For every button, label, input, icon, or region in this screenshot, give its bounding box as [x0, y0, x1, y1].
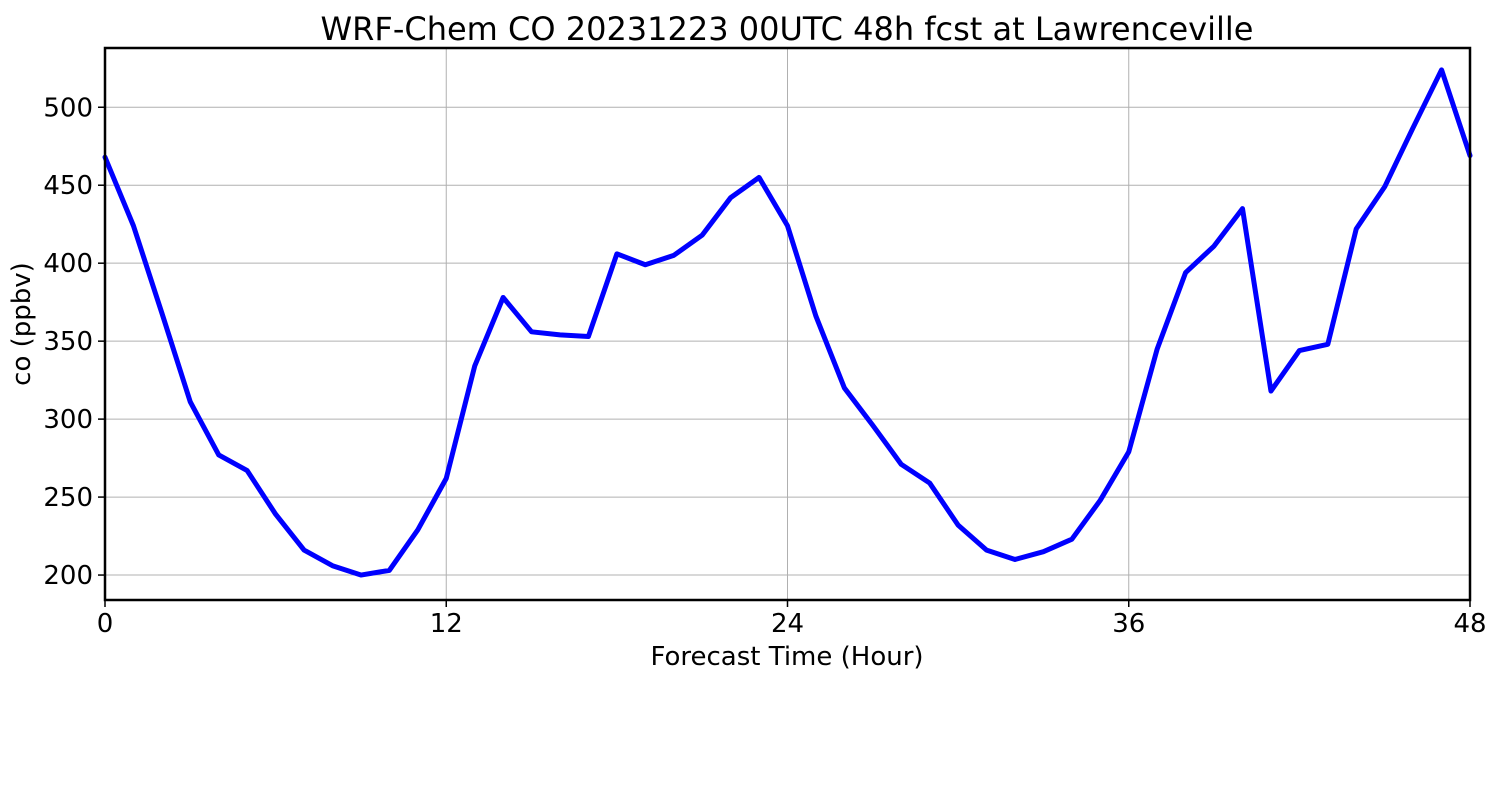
y-tick-label: 450: [43, 171, 93, 201]
x-tick-label: 48: [1453, 609, 1486, 639]
y-tick-label: 200: [43, 561, 93, 591]
x-axis-label: Forecast Time (Hour): [650, 642, 923, 672]
x-tick-label: 24: [771, 609, 804, 639]
y-tick-label: 350: [43, 327, 93, 357]
x-tick-label: 36: [1112, 609, 1145, 639]
axis-ticks: 0 12 24 36 48 200 250 300 350 400 450 500: [43, 93, 1486, 639]
y-tick-label: 300: [43, 405, 93, 435]
x-tick-label: 0: [97, 609, 114, 639]
x-tick-label: 12: [430, 609, 463, 639]
grid-lines: [105, 48, 1470, 600]
chart-title: WRF-Chem CO 20231223 00UTC 48h fcst at L…: [321, 10, 1254, 48]
y-axis-label: co (ppbv): [7, 262, 37, 386]
y-tick-label: 400: [43, 249, 93, 279]
y-tick-label: 500: [43, 93, 93, 123]
y-tick-label: 250: [43, 483, 93, 513]
